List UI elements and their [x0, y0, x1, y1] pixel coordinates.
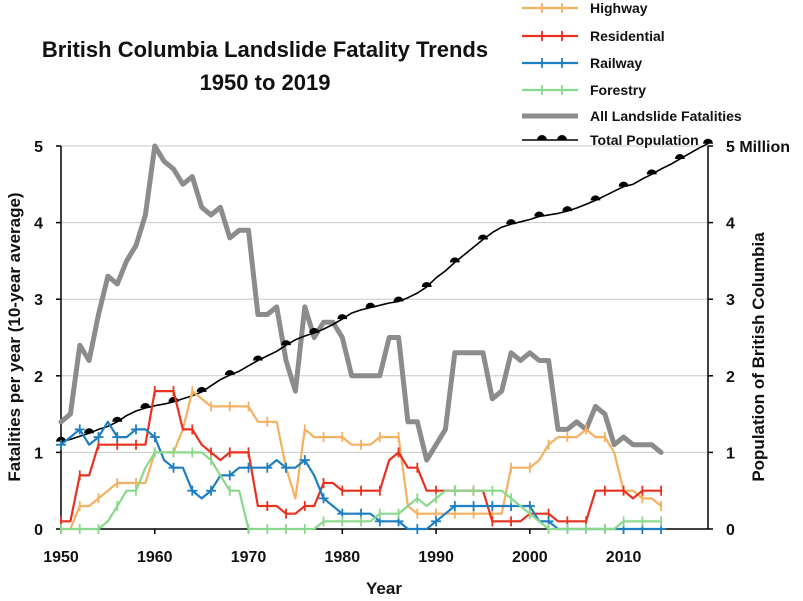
- y-tick-label-4: 4: [34, 216, 43, 233]
- x-tick-label-2010: 2010: [606, 549, 642, 566]
- point-total-population-1950: [56, 436, 66, 442]
- legend-label-residential: Residential: [590, 28, 665, 44]
- point-railway-1990: [431, 516, 442, 527]
- point-railway-1978: [318, 493, 329, 504]
- series-all-landslide-fatalities: [58, 143, 664, 463]
- point-railway-1952: [74, 424, 85, 435]
- y-axis-label: Fatalities per year (10-year average): [5, 192, 24, 481]
- y-right-tick-label-1: 1: [726, 445, 735, 462]
- y-axis-right-label: Population of British Columbia: [749, 232, 768, 482]
- legend: Highway Residential Railway Forestry All Lan…: [522, 0, 742, 148]
- legend-marker-railway-a: [537, 58, 547, 68]
- x-tick-label-1990: 1990: [418, 549, 454, 566]
- point-railway-1962: [168, 462, 179, 473]
- point-total-population-1995: [477, 234, 488, 240]
- point-total-population-1992: [449, 257, 460, 263]
- y-right-tick-labels: 0 1 2 3 4 5 Million: [726, 139, 790, 539]
- legend-label-highway: Highway: [590, 0, 648, 16]
- x-tick-labels: 1950 1960 1970 1980 1990 2000 2010: [43, 549, 641, 566]
- legend-label-forestry: Forestry: [590, 82, 646, 98]
- point-railway-1996: [487, 501, 498, 512]
- y-tick-label-3: 3: [34, 292, 43, 309]
- point-railway-1956: [112, 432, 123, 443]
- y-tick-labels: 0 1 2 3 4 5: [34, 139, 43, 539]
- plot-frame: [60, 146, 709, 530]
- point-railway-1974: [281, 462, 292, 473]
- chart-title-line-2: 1950 to 2019: [200, 70, 331, 95]
- legend-item-total-population: Total Population: [522, 132, 699, 148]
- x-tick-label-2000: 2000: [512, 549, 548, 566]
- series-line-residential: [59, 390, 663, 523]
- x-tick-label-1980: 1980: [325, 549, 361, 566]
- x-tick-label-1960: 1960: [137, 549, 173, 566]
- legend-marker-total-population-b: [557, 135, 567, 140]
- point-railway-1994: [468, 501, 479, 512]
- point-total-population-2004: [562, 206, 573, 212]
- point-railway-1950: [56, 439, 66, 450]
- point-total-population-2007: [590, 195, 601, 201]
- point-total-population-2016: [674, 154, 685, 160]
- y-right-tick-label-0: 0: [726, 522, 735, 539]
- point-total-population-1980: [337, 314, 348, 320]
- legend-marker-total-population-a: [537, 135, 547, 140]
- y-tick-label-5: 5: [34, 139, 43, 156]
- point-total-population-2013: [646, 169, 657, 175]
- y-tick-label-2: 2: [34, 369, 43, 386]
- legend-item-all-landslide-fatalities: All Landslide Fatalities: [522, 108, 742, 124]
- point-total-population-1998: [506, 219, 517, 225]
- point-railway-1964: [187, 485, 198, 496]
- point-total-population-1989: [421, 281, 432, 287]
- x-tick-label-1970: 1970: [231, 549, 267, 566]
- point-railway-1992: [449, 501, 460, 512]
- point-total-population-1986: [393, 296, 404, 302]
- point-railway-1954: [93, 432, 104, 443]
- y-tick-label-0: 0: [34, 522, 43, 539]
- point-total-population-1968: [224, 370, 235, 376]
- series-line-total-population: [60, 142, 709, 443]
- y-right-tick-label-5: 5 Million: [726, 139, 790, 156]
- point-total-population-1956: [112, 416, 123, 422]
- point-total-population-2001: [534, 211, 545, 217]
- point-total-population-1965: [196, 386, 207, 392]
- x-axis-label: Year: [366, 579, 402, 598]
- point-railway-1958: [131, 424, 142, 435]
- chart-title-line-1: British Columbia Landslide Fatality Tren…: [42, 37, 488, 62]
- point-total-population-2010: [618, 181, 629, 187]
- y-right-tick-label-3: 3: [726, 292, 735, 309]
- series-forestry: [59, 447, 663, 534]
- legend-marker-railway-b: [557, 58, 567, 68]
- point-railway-1976: [299, 455, 310, 466]
- point-railway-1970: [243, 462, 254, 473]
- y-right-tick-label-2: 2: [726, 369, 735, 386]
- point-railway-1972: [262, 462, 273, 473]
- point-total-population-1959: [140, 402, 151, 408]
- legend-item-railway: Railway: [522, 55, 642, 71]
- point-total-population-1977: [309, 327, 320, 333]
- legend-label-all-landslide-fatalities: All Landslide Fatalities: [590, 108, 742, 124]
- legend-item-residential: Residential: [522, 28, 665, 44]
- series-lines: [56, 138, 713, 534]
- point-total-population-1971: [252, 355, 263, 361]
- series-total-population: [56, 138, 713, 443]
- point-railway-1960: [149, 432, 160, 443]
- series-line-all-landslide-fatalities: [58, 143, 664, 463]
- legend-label-total-population: Total Population: [590, 132, 699, 148]
- point-total-population-1953: [84, 428, 95, 434]
- point-total-population-1974: [281, 340, 292, 346]
- series-residential: [59, 386, 663, 527]
- x-tick-label-1950: 1950: [43, 549, 79, 566]
- legend-item-forestry: Forestry: [522, 82, 646, 98]
- y-right-tick-label-4: 4: [726, 216, 735, 233]
- legend-label-railway: Railway: [590, 55, 642, 71]
- y-tick-label-1: 1: [34, 445, 43, 462]
- point-railway-1988: [412, 524, 423, 534]
- point-railway-1966: [206, 485, 217, 496]
- point-railway-1968: [224, 470, 235, 481]
- point-total-population-1983: [365, 302, 376, 308]
- legend-item-highway: Highway: [522, 0, 648, 16]
- point-total-population-2019: [703, 138, 713, 144]
